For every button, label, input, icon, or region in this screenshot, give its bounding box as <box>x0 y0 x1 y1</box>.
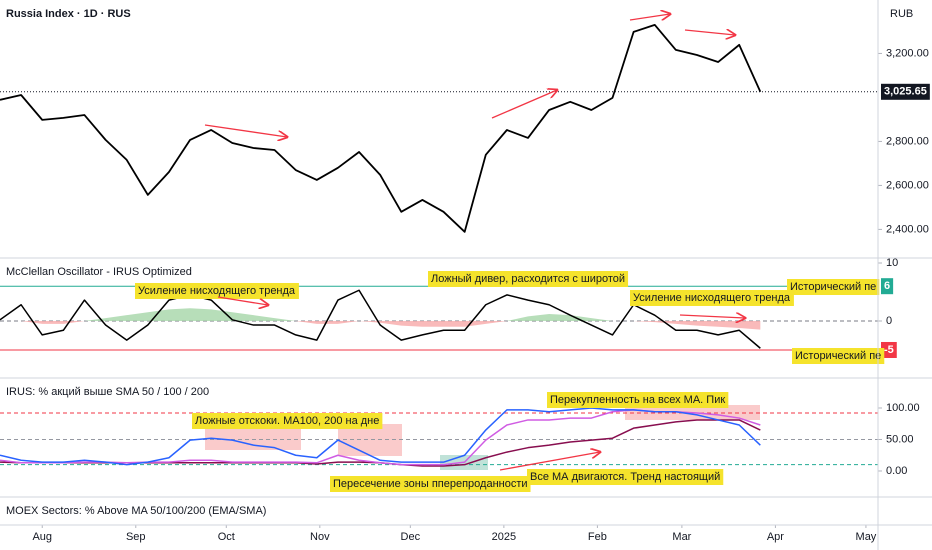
annotation-box <box>330 476 531 492</box>
annotation-arrow <box>491 90 557 119</box>
annotation: Все МА двигаются. Тренд настоящий <box>530 471 720 483</box>
annotation-group: Усиление нисходящего тренда <box>630 290 794 306</box>
pane-title: Russia Index · 1D · RUS <box>6 8 131 20</box>
pane-title: MOEX Sectors: % Above MA 50/100/200 (EMA… <box>6 505 266 517</box>
annotation-box <box>792 348 885 364</box>
annotation: Исторический пе <box>795 350 881 362</box>
plot <box>0 407 761 467</box>
annotation-box <box>192 413 383 429</box>
last-value-label-box <box>881 83 930 100</box>
last-value-label-group: 3,025.65 <box>881 83 930 100</box>
level-label: 6 <box>884 280 890 292</box>
annotation: Перекупленность на всех МА. Пик <box>550 394 725 406</box>
x-tick-label: Apr <box>767 531 784 543</box>
x-tick-label: 2025 <box>492 531 516 543</box>
y-tick-label: 10 <box>886 257 898 269</box>
annotation-group: Ложный дивер, расходится с широтой <box>428 271 629 287</box>
pane-title: McClellan Oscillator - IRUS Optimized <box>6 266 192 278</box>
annotation-group: Исторический пе <box>787 279 880 295</box>
annotation: Исторический пе <box>790 281 876 293</box>
annotation-group: Пересечение зоны пперепроданности <box>330 476 531 492</box>
y-tick-label: 3,200.00 <box>886 47 929 59</box>
pane-title: IRUS: % акций выше SMA 50 / 100 / 200 <box>6 386 209 398</box>
y-tick-label: 2,600.00 <box>886 179 929 191</box>
annotation-box <box>527 469 724 485</box>
x-tick-label: Sep <box>126 531 146 543</box>
annotation-box <box>547 392 729 408</box>
y-tick-label: 0.00 <box>886 465 907 477</box>
annotation-arrow <box>499 452 600 471</box>
level-label-group: 6 <box>881 278 894 295</box>
x-tick-label: Mar <box>672 531 691 543</box>
annotation-arrow <box>679 315 745 318</box>
y-tick-label: 2,400.00 <box>886 223 929 235</box>
series-line <box>0 23 762 233</box>
annotation-box <box>428 271 629 287</box>
annotation-arrow <box>629 14 670 21</box>
y-tick-label: 100.00 <box>886 402 920 414</box>
annotation-arrow <box>204 124 287 137</box>
annotation-group: Исторический пе <box>792 348 885 364</box>
annotation: Усиление нисходящего тренда <box>138 285 296 297</box>
series-line <box>0 407 761 466</box>
highlight-box <box>338 424 402 456</box>
x-tick-label: Aug <box>32 531 52 543</box>
annotation-box <box>630 290 794 306</box>
annotation: Ложные отскоки. MA100, 200 на дне <box>195 415 379 427</box>
annotation-group: Ложные отскоки. MA100, 200 на дне <box>192 413 383 429</box>
area-negative <box>0 320 761 330</box>
currency-label: RUB <box>890 8 913 20</box>
annotation-group: Перекупленность на всех МА. Пик <box>547 392 729 408</box>
x-tick-label: Dec <box>401 531 421 543</box>
plot <box>0 23 762 233</box>
level-label-box <box>881 341 897 358</box>
level-label: -5 <box>884 344 894 356</box>
y-tick-label: 0 <box>886 315 892 327</box>
annotation: Пересечение зоны пперепроданности <box>333 478 528 490</box>
annotation-box <box>787 279 880 295</box>
area-positive <box>84 308 613 321</box>
x-tick-label: Feb <box>588 531 607 543</box>
x-tick-label: Oct <box>218 531 235 543</box>
annotation: Ложный дивер, расходится с широтой <box>431 273 625 285</box>
y-tick-label: 50.00 <box>886 433 914 445</box>
annotation-arrow <box>217 296 268 305</box>
y-tick-label: 2,800.00 <box>886 135 929 147</box>
last-value-label: 3,025.65 <box>884 86 927 98</box>
annotation-box <box>135 283 299 299</box>
annotation: Усиление нисходящего тренда <box>633 292 791 304</box>
level-label-box <box>881 278 894 295</box>
annotation-arrow <box>684 30 735 35</box>
annotation-group: Усиление нисходящего тренда <box>135 283 299 299</box>
level-label-group: -5 <box>881 341 897 358</box>
annotation-group: Все МА двигаются. Тренд настоящий <box>527 469 724 485</box>
x-tick-label: May <box>856 531 877 543</box>
x-tick-label: Nov <box>310 531 330 543</box>
